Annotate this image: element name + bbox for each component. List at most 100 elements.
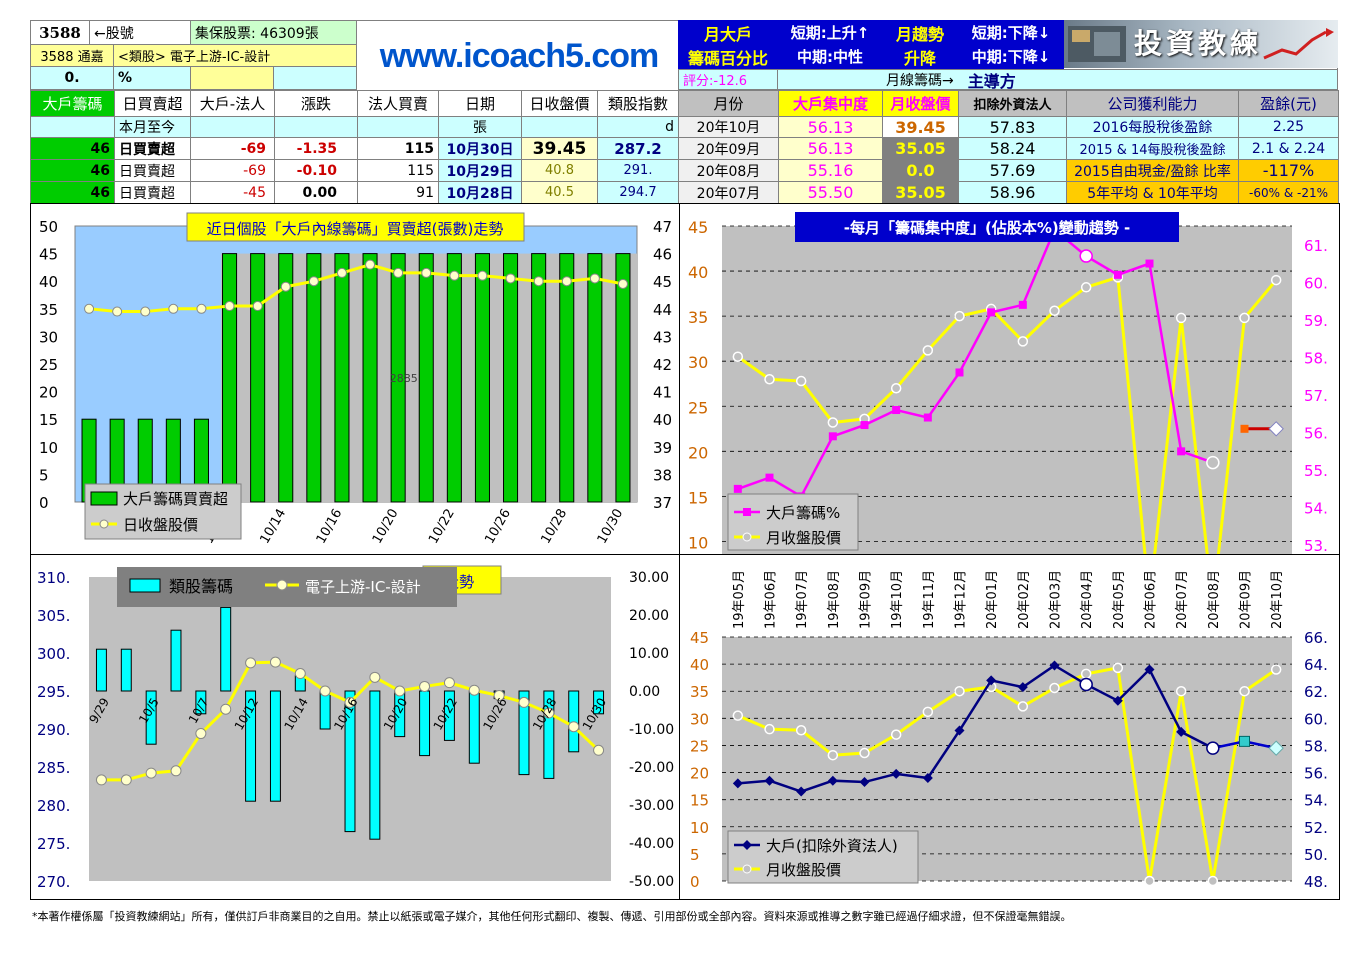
x-tick-label: 10/30	[595, 507, 627, 547]
point-highlight	[1206, 741, 1220, 755]
x-tick-label: 19年10月	[890, 570, 905, 629]
row3-value: 0.	[30, 66, 114, 90]
bar-sector-chip	[518, 690, 530, 776]
point-month-close	[1270, 274, 1282, 286]
disclaimer: *本著作權係屬「投資教練網站」所有，僅供訂戶非商業目的之自用。禁止以紙張或電子媒…	[32, 910, 1072, 923]
chip-percent: 籌碼百分比	[678, 44, 778, 69]
x-tick-label: 19年12月	[954, 570, 969, 629]
point-month-close	[1239, 685, 1250, 697]
point-big-holder-pct	[860, 421, 869, 430]
bar-big-holder	[474, 253, 490, 503]
y2-tick-label: -10.00	[629, 722, 674, 738]
site-url[interactable]: www.icoach5.com	[379, 37, 660, 75]
point-month-close	[954, 310, 965, 322]
left-row1-col3: -0.10	[274, 159, 358, 182]
y2-tick-label: 57.	[1304, 387, 1328, 405]
right-row1-col1: 56.13	[778, 137, 883, 160]
point-big-holder-excl	[986, 675, 997, 686]
left-row2-col5: 10月28日	[438, 181, 522, 204]
point-big-holder-tail	[1239, 735, 1250, 747]
chart-title: -每月「籌碼集中度」(佔股本%)變動趨勢 -	[844, 219, 1130, 237]
point-sector-index	[245, 657, 257, 669]
y2-tick-label: 56.	[1304, 765, 1328, 783]
point-month-close	[1017, 336, 1029, 347]
legend-label: 日收盤股價	[123, 516, 198, 534]
point-sector-index	[468, 684, 480, 696]
bar-sector-chip	[95, 648, 107, 692]
point-month-close	[1270, 664, 1282, 675]
point-sector-index	[220, 703, 232, 715]
right-header-0: 月份	[678, 90, 779, 117]
legend-label: 大戶籌碼買賣超	[123, 490, 228, 508]
chart-sector-chips: 310. 305. 300. 295. 290. 285. 280. 275. 270. 30.0…	[30, 554, 681, 900]
point-close-price	[168, 303, 179, 314]
y2-tick-label: 43	[653, 328, 672, 346]
right-row2-col2: 0.0	[882, 159, 959, 182]
y2-tick-label: -50.00	[629, 874, 674, 890]
point-big-holder-pct	[1113, 270, 1122, 279]
y2-tick-label: 10.00	[629, 646, 669, 662]
y-tick-label: 20	[39, 384, 58, 402]
bar-big-holder	[531, 253, 547, 503]
point-close-price	[336, 267, 347, 278]
point-big-holder-excl	[764, 775, 775, 786]
point-big-holder-excl	[954, 725, 965, 736]
point-sector-index	[170, 765, 182, 777]
point-sector-index	[294, 668, 306, 680]
score: 評分:-12.6	[678, 69, 778, 90]
x-tick-label: 19年07月	[795, 570, 810, 629]
point-month-close	[954, 685, 965, 697]
point-big-holder-pct	[765, 473, 774, 482]
monthly-chip: 月線籌碼→	[886, 72, 954, 89]
y-tick-label: 45	[39, 246, 58, 264]
point-close-price	[505, 273, 516, 284]
x-tick-label: 20年01月	[985, 570, 1000, 629]
y2-tick-label: 30.00	[629, 570, 669, 586]
point-highlight	[1079, 677, 1093, 692]
point-month-close	[795, 725, 807, 736]
x-tick-label: 19年06月	[764, 570, 779, 629]
y2-tick-label: 58.	[1304, 737, 1328, 755]
line-month-close	[736, 275, 1278, 555]
legend-swatch-point	[99, 519, 109, 529]
y2-tick-label: 0.00	[629, 684, 660, 700]
chart-monthly-concentration: 45 40 35 30 25 20 15 10 61. 60. 59. 58. 57. 56. 55. 54.…	[679, 203, 1340, 556]
y2-tick-label: 41	[653, 384, 672, 402]
right-row3-col3: 58.96	[958, 181, 1067, 204]
point-close-price	[112, 306, 123, 317]
point-sector-index	[369, 671, 381, 683]
x-tick-label: 10/20	[370, 507, 402, 547]
y2-tick-label: -30.00	[629, 798, 674, 814]
chart2-svg: 45 40 35 30 25 20 15 10 61. 60. 59. 58. 57. 56. 55. 54.…	[688, 212, 1328, 555]
point-sector-index	[269, 656, 281, 668]
chart3-svg: 310. 305. 300. 295. 290. 285. 280. 275. 270. 30.0…	[37, 565, 674, 891]
y2-tick-label: 38	[653, 466, 672, 484]
chart-big-holder-daily: 50 45 40 35 30 25 20 15 10 5 0 47 46 45 44 43 42 41 40 39 38…	[30, 203, 681, 556]
right-row1-col0: 20年09月	[678, 137, 779, 160]
y-tick-label: 50	[39, 218, 58, 236]
bar-sector-chip	[443, 690, 455, 741]
point-highlight	[1206, 455, 1220, 470]
y2-tick-label: 54.	[1304, 792, 1328, 810]
y2-tick-label: 62.	[1304, 683, 1328, 701]
y-tick-label: 270.	[37, 873, 70, 891]
point-close-price	[252, 301, 263, 312]
point-close-price	[365, 259, 376, 270]
point-close-price	[477, 270, 488, 281]
legend-label: 月收盤股價	[766, 529, 841, 547]
right-row0-col0: 20年10月	[678, 116, 779, 138]
y-tick-label: 40	[690, 656, 709, 674]
point-close-price	[393, 267, 404, 278]
row3-unit: %	[113, 66, 191, 90]
point-big-holder-pct	[1177, 447, 1186, 456]
right-row2-col1: 55.16	[778, 159, 883, 182]
x-tick-label: 10/28	[538, 507, 570, 547]
chart-monthly-excl-foreign: 45 40 35 30 25 20 15 10 5 0 66. 64. 62. 60. 58. 56. 54. 5…	[679, 554, 1340, 900]
right-row2-col3: 57.69	[958, 159, 1067, 182]
point-big-holder-excl	[796, 786, 807, 797]
left-header-1: 日買賣超	[114, 90, 191, 117]
right-row3-col5: -60% & -21%	[1238, 181, 1339, 204]
line-big-holder-excl	[737, 663, 1214, 793]
y2-tick-label: 52.	[1304, 819, 1328, 837]
y2-tick-label: 61.	[1304, 237, 1328, 255]
